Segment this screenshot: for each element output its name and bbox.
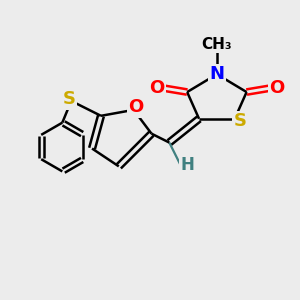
Text: H: H xyxy=(180,156,194,174)
Text: CH₃: CH₃ xyxy=(202,37,232,52)
Text: N: N xyxy=(209,65,224,83)
Text: S: S xyxy=(234,112,247,130)
Text: O: O xyxy=(128,98,144,116)
Text: O: O xyxy=(149,79,164,97)
Text: S: S xyxy=(62,91,75,109)
Text: O: O xyxy=(269,79,284,97)
